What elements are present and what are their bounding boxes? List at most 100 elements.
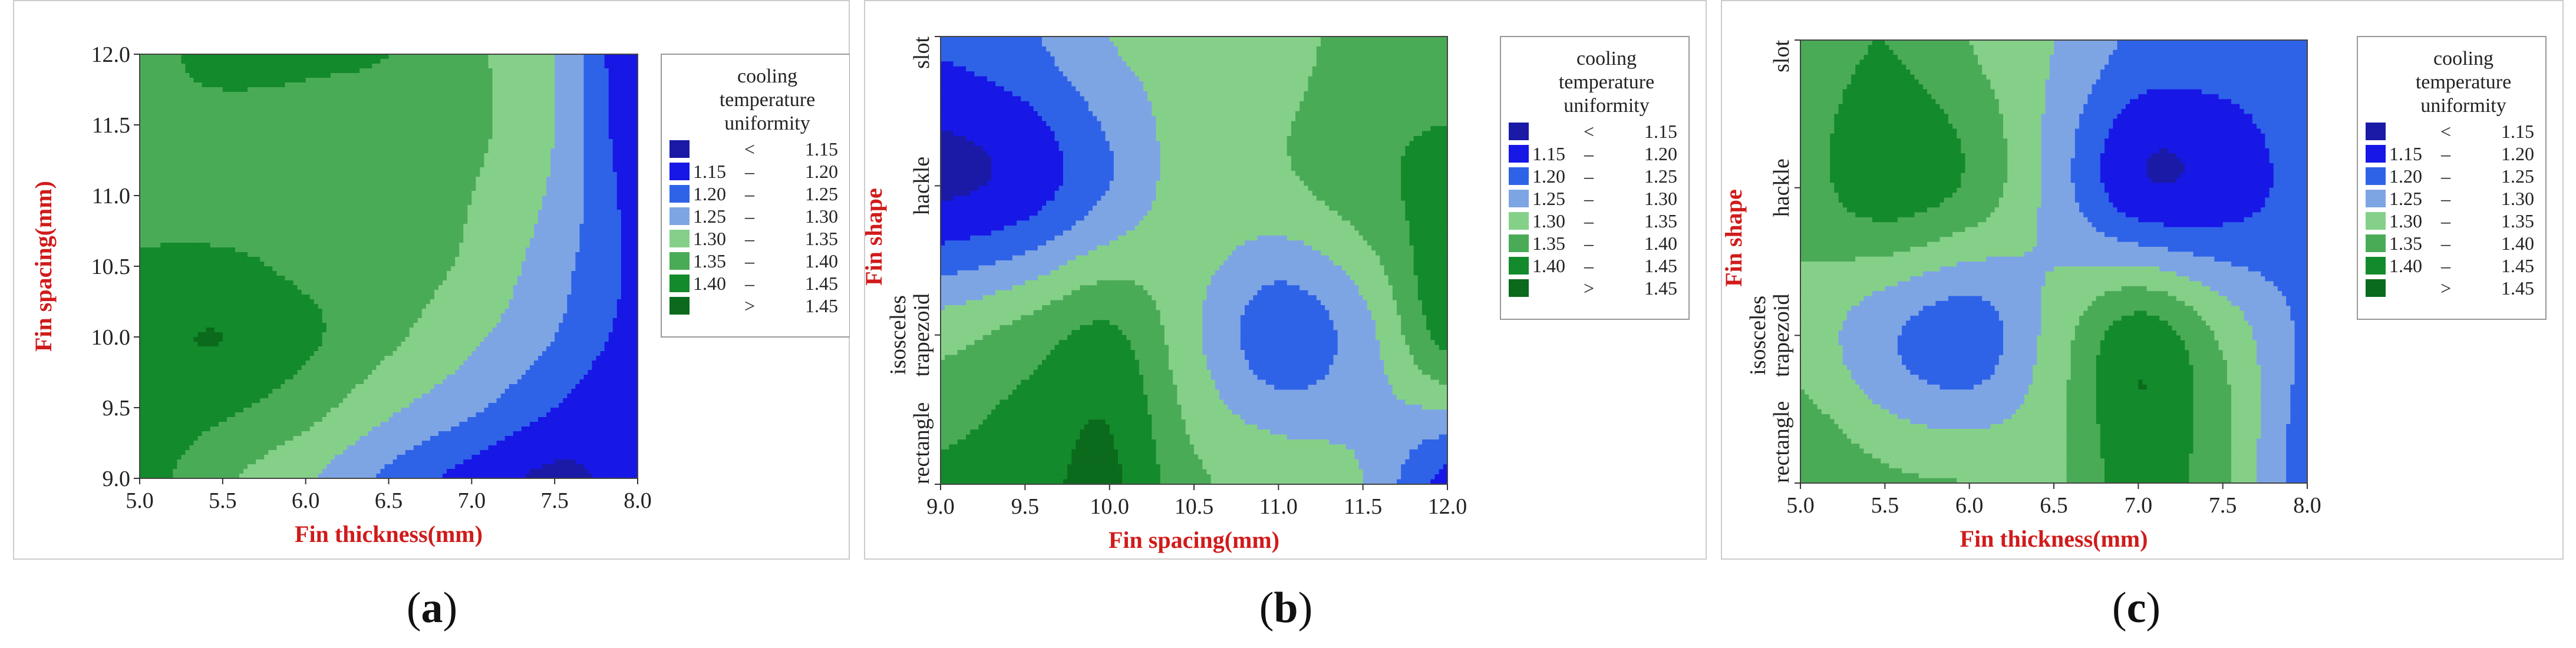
contour-cell [202,106,207,111]
contour-cell [326,106,331,111]
contour-cell [210,144,215,149]
contour-cell [297,205,302,210]
contour-cell [326,233,331,239]
contour-cell [496,78,502,83]
contour-cell [629,120,634,125]
contour-cell [397,181,402,187]
contour-cell [272,196,277,201]
contour-cell [264,59,269,64]
contour-cell [592,229,597,234]
contour-cell [376,97,381,102]
contour-cell [476,200,481,206]
contour-cell [173,101,177,107]
contour-cell [476,130,481,135]
contour-cell [392,73,398,78]
contour-cell [305,106,311,111]
contour-cell [529,78,535,83]
contour-cell [156,106,161,111]
contour-cell [447,214,451,220]
contour-cell [289,68,294,74]
contour-cell [185,59,190,64]
contour-cell [447,54,451,59]
contour-cell [272,200,277,206]
contour-cell [285,224,290,229]
contour-cell [376,196,381,201]
contour-cell [380,130,385,135]
contour-cell [488,120,493,125]
contour-cell [496,224,502,229]
contour-cell [430,87,435,92]
contour-cell [612,158,618,163]
contour-cell [222,167,227,173]
contour-cell [546,229,551,234]
contour-cell [173,205,177,210]
contour-cell [447,177,451,182]
contour-cell [214,177,219,182]
contour-cell [239,153,244,158]
contour-cell [451,229,456,234]
contour-cell [264,106,269,111]
contour-cell [538,64,543,69]
contour-cell [218,54,223,59]
contour-cell [417,78,423,83]
contour-cell [525,210,530,215]
contour-cell [160,82,165,88]
contour-cell [347,186,352,191]
contour-cell [571,54,576,59]
contour-cell [268,73,273,78]
contour-cell [214,243,219,248]
contour-cell [276,229,282,234]
contour-cell [542,196,547,201]
contour-cell [376,78,381,83]
contour-cell [281,224,286,229]
contour-cell [222,214,227,220]
contour-cell [185,82,190,88]
contour-cell [571,181,576,187]
contour-cell [500,139,506,144]
contour-cell [276,233,282,239]
contour-cell [451,196,456,201]
contour-cell [164,54,169,59]
contour-cell [239,214,244,220]
contour-cell [380,238,385,243]
contour-cell [608,233,614,239]
contour-cell [583,144,589,149]
contour-cell [476,111,481,116]
contour-cell [496,219,502,224]
contour-cell [426,181,431,187]
contour-cell [264,243,269,248]
contour-cell [575,205,580,210]
contour-cell [388,205,394,210]
contour-cell [397,167,402,173]
contour-cell [542,148,547,154]
contour-cell [459,73,464,78]
contour-cell [285,87,290,92]
contour-cell [567,97,572,102]
contour-cell [343,134,348,140]
contour-cell [434,177,439,182]
contour-cell [281,125,286,130]
contour-cell [252,210,256,215]
contour-cell [525,92,530,97]
contour-cell [322,101,327,107]
contour-cell [476,92,481,97]
contour-cell [230,148,236,154]
contour-cell [140,247,144,253]
contour-cell [260,219,265,224]
contour-cell [409,181,414,187]
contour-cell [480,97,485,102]
contour-cell [322,59,327,64]
contour-cell [447,82,451,88]
contour-cell [197,82,203,88]
contour-cell [388,68,394,74]
contour-cell [401,229,406,234]
contour-cell [488,219,493,224]
contour-cell [616,78,622,83]
contour-cell [164,224,169,229]
contour-cell [480,54,485,59]
contour-cell [555,219,559,224]
contour-cell [281,172,286,177]
contour-cell [276,144,282,149]
contour-cell [567,233,572,239]
contour-cell [218,153,223,158]
